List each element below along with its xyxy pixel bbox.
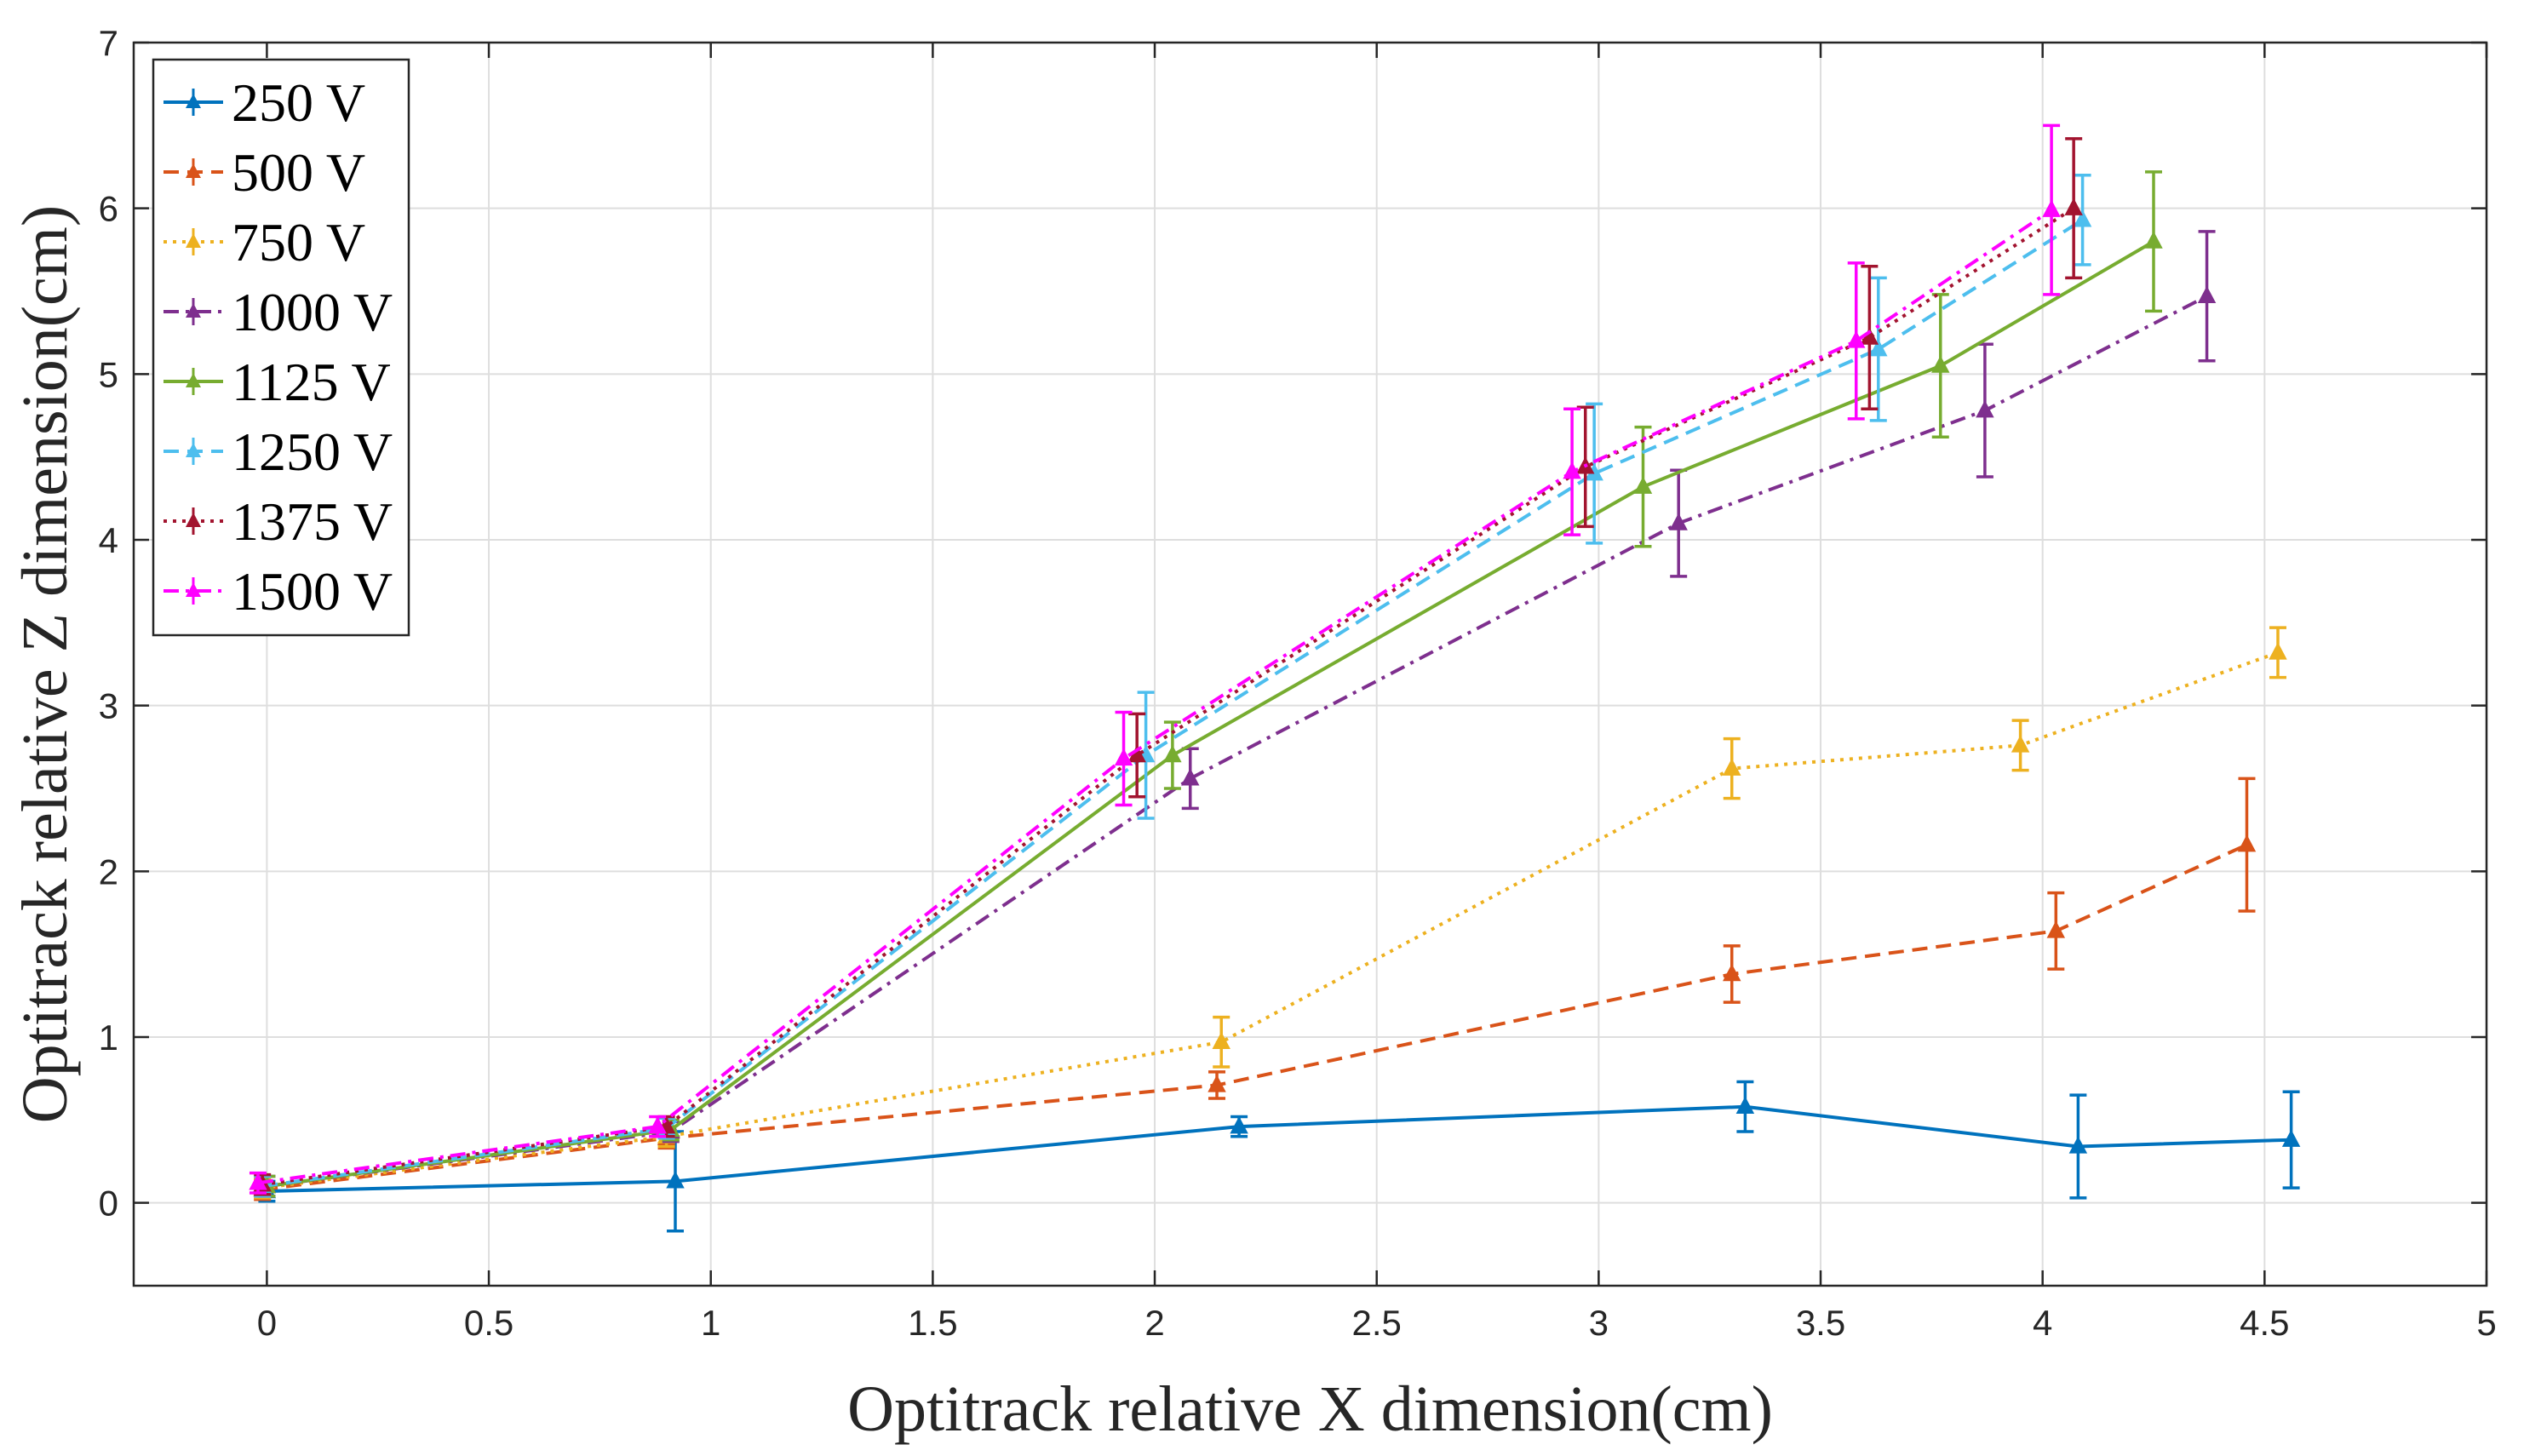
data-point-0-1 — [666, 1171, 685, 1189]
y-axis-title: Optitrack relative Z dimension(cm) — [9, 205, 81, 1123]
data-point-3-3 — [1669, 513, 1688, 530]
legend-swatch-marker-2 — [186, 233, 201, 248]
legend-label-3: 1000 V — [232, 282, 393, 342]
series-1 — [253, 777, 2257, 1201]
x-tick-label-6: 3 — [1589, 1303, 1609, 1343]
series-line-4 — [267, 239, 2155, 1189]
y-tick-label-6: 6 — [99, 189, 118, 229]
legend-item-5: 1250 V — [163, 421, 393, 482]
data-point-1-3 — [1723, 963, 1741, 982]
x-tick-label-9: 4.5 — [2240, 1303, 2289, 1343]
legend-swatch-marker-1 — [186, 163, 201, 178]
x-tick-label-1: 0.5 — [464, 1303, 513, 1343]
data-point-2-3 — [1723, 758, 1741, 776]
x-tick-label-4: 2 — [1144, 1303, 1164, 1343]
legend-item-6: 1375 V — [163, 491, 393, 552]
legend-item-3: 1000 V — [163, 282, 393, 342]
y-tick-label-2: 2 — [99, 851, 118, 891]
series-0 — [257, 1080, 2301, 1233]
x-tick-label-2: 1 — [701, 1303, 720, 1343]
y-tick-label-1: 1 — [99, 1017, 118, 1058]
y-tick-label-0: 0 — [99, 1184, 118, 1224]
y-tick-label-7: 7 — [99, 23, 118, 63]
legend-label-1: 500 V — [232, 142, 365, 203]
data-point-1-5 — [2237, 834, 2257, 852]
series-line-6 — [261, 206, 2075, 1187]
series-6 — [253, 137, 2083, 1196]
data-point-1-2 — [1208, 1075, 1226, 1092]
legend-box — [152, 58, 410, 637]
legend-swatch-marker-4 — [186, 373, 201, 387]
x-axis-title: Optitrack relative X dimension(cm) — [847, 1373, 1773, 1445]
legend-label-4: 1125 V — [232, 352, 391, 412]
data-point-7-2 — [1114, 748, 1133, 766]
legend-item-0: 250 V — [163, 72, 365, 133]
legend-item-4: 1125 V — [163, 352, 391, 412]
x-tick-label-3: 1.5 — [908, 1303, 957, 1343]
series-7 — [249, 123, 2061, 1195]
series-group — [249, 123, 2301, 1233]
series-line-1 — [261, 843, 2248, 1192]
data-point-6-5 — [2064, 198, 2083, 215]
legend-label-0: 250 V — [232, 72, 365, 133]
data-point-0-5 — [2281, 1129, 2301, 1147]
legend-item-1: 500 V — [163, 142, 365, 203]
series-line-2 — [261, 651, 2279, 1190]
data-point-2-4 — [2011, 735, 2030, 753]
legend-item-7: 1500 V — [163, 561, 393, 622]
data-point-4-5 — [2144, 231, 2163, 249]
data-point-3-4 — [1976, 400, 1994, 418]
axes: 0 0.5 1 1.5 2 2.5 3 3.5 4 4.5 5 0 1 2 3 4 5 6 7 Optitrack r… — [9, 23, 2497, 1445]
legend-item-2: 750 V — [163, 212, 365, 272]
series-3 — [257, 230, 2217, 1198]
legend-label-7: 1500 V — [232, 561, 393, 622]
y-tick-label-4: 4 — [99, 520, 118, 560]
series-5 — [253, 173, 2092, 1198]
legend-swatch-marker-7 — [186, 582, 201, 597]
data-point-7-5 — [2042, 199, 2061, 217]
x-tick-label-8: 4 — [2033, 1303, 2052, 1343]
x-tick-label-10: 5 — [2476, 1303, 2496, 1343]
legend-swatch-marker-3 — [186, 303, 201, 318]
legend-swatch-marker-5 — [186, 443, 201, 457]
x-tick-label-5: 2.5 — [1352, 1303, 1402, 1343]
x-tick-label-0: 0 — [257, 1303, 277, 1343]
series-line-0 — [267, 1104, 2292, 1194]
legend-label-6: 1375 V — [232, 491, 393, 552]
data-point-3-2 — [1181, 768, 1200, 786]
grid-lines — [134, 42, 2487, 1286]
data-point-7-4 — [1846, 330, 1866, 348]
series-2 — [253, 626, 2287, 1200]
y-tick-label-3: 3 — [99, 686, 118, 726]
data-point-7-1 — [648, 1116, 667, 1134]
data-point-7-0 — [249, 1172, 267, 1190]
data-point-0-2 — [1230, 1116, 1248, 1134]
data-point-5-4 — [1869, 339, 1888, 357]
data-point-0-3 — [1735, 1096, 1755, 1114]
legend-swatch-marker-0 — [186, 94, 201, 108]
legend-swatch-marker-6 — [186, 513, 201, 527]
plot-area-border — [132, 41, 2488, 1287]
data-point-4-4 — [1931, 355, 1950, 373]
legend-label-5: 1250 V — [232, 421, 393, 482]
data-point-0-4 — [2068, 1136, 2088, 1154]
data-point-5-5 — [2073, 209, 2092, 227]
data-point-2-5 — [2269, 642, 2287, 660]
data-point-7-3 — [1563, 461, 1581, 479]
legend-label-2: 750 V — [232, 212, 365, 272]
y-tick-label-5: 5 — [99, 354, 118, 394]
data-point-2-2 — [1212, 1031, 1230, 1050]
series-line-5 — [261, 218, 2084, 1189]
data-point-1-4 — [2046, 920, 2066, 938]
x-tick-label-7: 3.5 — [1796, 1303, 1845, 1343]
legend: 250 V 500 V 750 V 1000 V 1125 V 1250 V 1375 V 1… — [152, 58, 410, 637]
series-line-7 — [257, 208, 2053, 1185]
data-point-4-2 — [1163, 744, 1182, 763]
series-line-3 — [267, 295, 2208, 1189]
data-point-4-3 — [1633, 476, 1653, 494]
data-point-3-5 — [2197, 285, 2217, 304]
